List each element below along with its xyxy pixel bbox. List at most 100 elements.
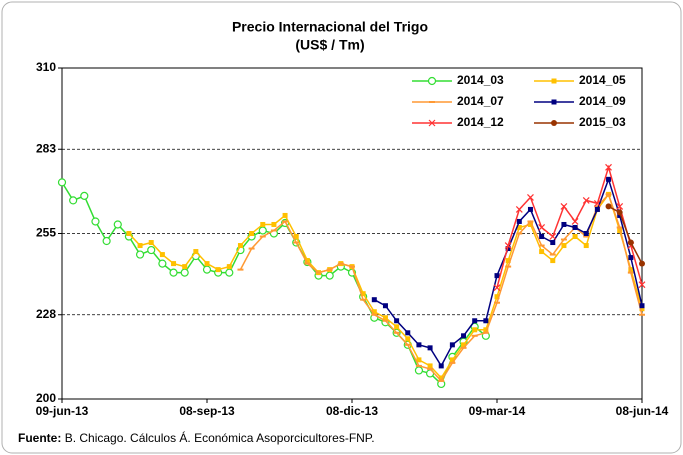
point [551,78,557,84]
point [405,336,411,342]
point [371,309,377,315]
x-tick-label: 08-jun-14 [616,404,669,418]
point [57,178,67,187]
point [427,367,434,370]
point [249,231,255,236]
point [270,229,277,232]
point [449,342,455,348]
point [628,255,634,261]
point [438,375,444,381]
point [515,206,523,213]
point [429,101,435,103]
point [539,249,545,255]
point [593,199,601,207]
point [393,331,400,334]
point [582,196,590,204]
point [113,220,122,229]
x-tick-label: 09-mar-14 [469,404,526,418]
series [605,203,645,267]
point [371,313,378,316]
point [80,191,89,200]
source: Fuente: B. Chicago. Cálculos Á. Económic… [18,430,375,445]
point [428,119,436,127]
point [215,267,221,273]
point [639,313,645,316]
point [135,250,145,259]
point [427,345,433,351]
point [282,212,288,218]
point [571,218,579,225]
point [271,221,277,227]
point [237,243,243,249]
point [204,261,210,267]
point [405,330,411,336]
y-tick-label: 255 [36,226,56,240]
point [69,196,78,205]
point [472,327,478,333]
y-tick-label: 283 [36,141,56,155]
point [583,231,589,236]
point [551,99,557,105]
point [627,271,634,274]
point [516,232,523,235]
point [325,271,334,280]
point [415,364,422,367]
x-tick-label: 09-jun-13 [36,404,89,418]
point [438,363,444,369]
point [616,202,624,210]
point [527,220,534,223]
point [293,241,300,244]
point [304,258,310,264]
point [538,244,545,247]
point [202,265,212,274]
point [315,271,322,274]
point [248,247,255,250]
point [494,301,500,304]
point [616,209,623,216]
point [258,226,267,235]
point [527,206,533,212]
point [416,342,422,348]
point [627,239,634,246]
point [427,363,433,369]
point [225,268,234,277]
point [527,193,534,201]
point [516,218,522,224]
point [516,224,522,230]
point [416,357,422,363]
series-line [608,205,643,264]
point [148,240,154,246]
point [326,268,333,271]
point [180,268,189,277]
point [472,318,478,324]
point [360,298,367,301]
point [551,120,557,126]
point [282,220,289,223]
point [304,262,311,265]
point [482,331,489,334]
chart-title: Precio Internacional del Trigo [232,19,428,35]
point [572,224,578,230]
point [449,357,455,363]
point [494,273,500,279]
point [639,306,645,312]
point [91,217,100,226]
point [414,366,424,375]
x-tick-label: 08-dic-13 [326,404,378,418]
point [360,291,366,297]
point [605,193,612,196]
point [394,324,400,330]
point [594,205,601,208]
point [617,212,623,218]
point [550,258,556,264]
point [493,284,501,292]
legend-label: 2015_03 [579,115,626,129]
source-text: B. Chicago. Cálculos Á. Económica Asopor… [65,430,375,445]
legend-label: 2014_07 [457,94,504,108]
point [539,234,545,240]
point [169,268,178,277]
point [427,76,437,86]
point [237,268,244,271]
point [382,303,388,309]
